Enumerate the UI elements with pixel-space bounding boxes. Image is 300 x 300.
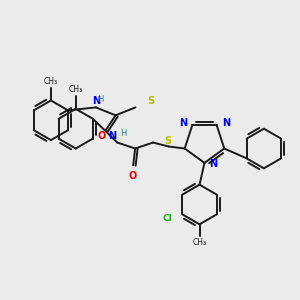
Text: O: O <box>98 131 106 141</box>
Text: CH₃: CH₃ <box>44 76 58 85</box>
Text: H: H <box>98 95 104 104</box>
Text: N: N <box>92 96 100 106</box>
Text: S: S <box>147 96 154 106</box>
Text: N: N <box>108 130 116 141</box>
Text: H: H <box>120 129 127 138</box>
Text: CH₃: CH₃ <box>69 85 83 94</box>
Text: O: O <box>128 171 136 181</box>
Text: CH₃: CH₃ <box>193 238 207 247</box>
Text: N: N <box>179 118 187 128</box>
Text: Cl: Cl <box>163 214 172 223</box>
Text: N: N <box>222 118 230 128</box>
Text: N: N <box>209 159 217 169</box>
Text: S: S <box>164 136 171 146</box>
